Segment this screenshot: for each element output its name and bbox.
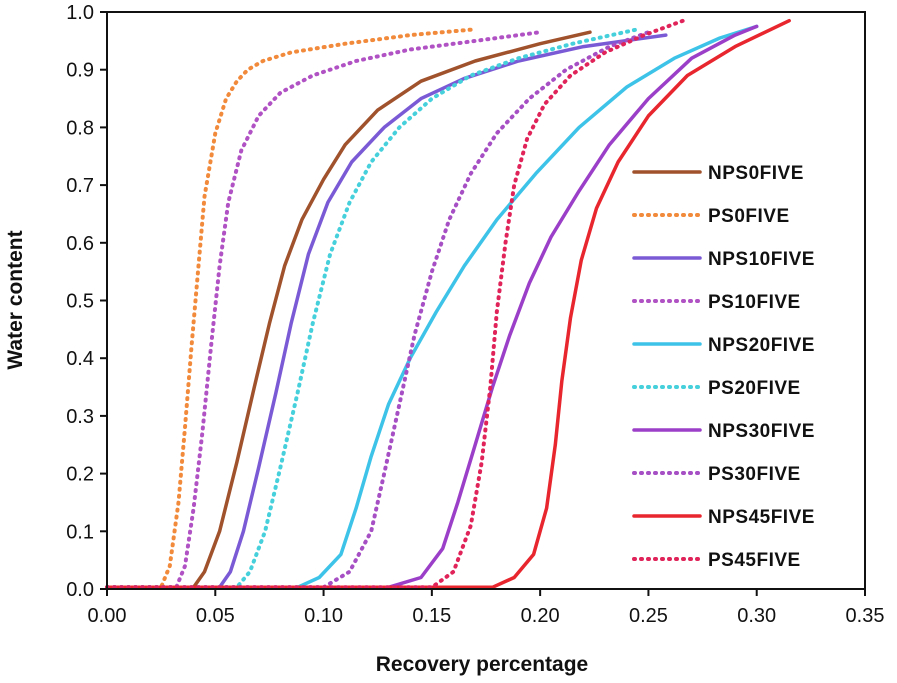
series-line-ps0five	[105, 27, 478, 590]
x-tick-label: 0.15	[412, 605, 451, 627]
x-tick-label: 0.35	[846, 605, 885, 627]
series-line-nps10five	[105, 33, 668, 590]
legend-label-ps45five: PS45FIVE	[708, 550, 801, 571]
legend-label-nps45five: NPS45FIVE	[708, 507, 815, 528]
y-tick-label: 0.6	[66, 233, 94, 255]
series-line-nps45five	[105, 18, 791, 590]
series-line-ps10five	[105, 30, 543, 590]
x-tick-label: 0.10	[304, 605, 343, 627]
legend-label-ps0five: PS0FIVE	[708, 206, 790, 227]
series-line-nps20five	[105, 24, 759, 590]
y-tick-label: 0.2	[66, 464, 94, 486]
y-tick-label: 0.7	[66, 175, 94, 197]
legend: NPS0FIVE PS0FIVE NPS10FIVE PS10FIVE NPS20FIV…	[632, 163, 815, 571]
y-tick-label: 0.8	[66, 117, 94, 139]
series-line-ps45five	[105, 18, 686, 590]
legend-label-nps30five: NPS30FIVE	[708, 421, 815, 442]
y-tick-label: 1.0	[66, 2, 94, 24]
series-line-nps0five	[105, 30, 592, 590]
axes-layer: 0.00 0.05 0.10 0.15 0.20 0.25 0.30 0.35 0.0 0.1 0.…	[66, 2, 884, 627]
y-axis-label: Water content	[4, 230, 27, 369]
series-line-ps20five	[105, 27, 640, 590]
x-tick-label: 0.25	[629, 605, 668, 627]
series-line-ps30five	[105, 30, 651, 590]
x-tick-label: 0.20	[521, 605, 560, 627]
legend-label-nps20five: NPS20FIVE	[708, 335, 815, 356]
series-line-nps30five	[105, 24, 759, 590]
x-tick-label: 0.30	[737, 605, 776, 627]
y-tick-label: 0.0	[66, 579, 94, 601]
legend-label-ps20five: PS20FIVE	[708, 378, 801, 399]
legend-label-ps10five: PS10FIVE	[708, 292, 801, 313]
y-tick-label: 0.9	[66, 60, 94, 82]
y-tick-label: 0.3	[66, 406, 94, 428]
x-tick-label: 0.05	[196, 605, 235, 627]
x-axis-label: Recovery percentage	[376, 653, 588, 676]
legend-label-nps0five: NPS0FIVE	[708, 163, 804, 184]
y-tick-label: 0.1	[66, 521, 94, 543]
series-layer	[105, 18, 791, 590]
y-tick-label: 0.4	[66, 348, 94, 370]
legend-label-nps10five: NPS10FIVE	[708, 249, 815, 270]
x-tick-label: 0.00	[88, 605, 127, 627]
y-tick-label: 0.5	[66, 291, 94, 313]
legend-label-ps30five: PS30FIVE	[708, 464, 801, 485]
